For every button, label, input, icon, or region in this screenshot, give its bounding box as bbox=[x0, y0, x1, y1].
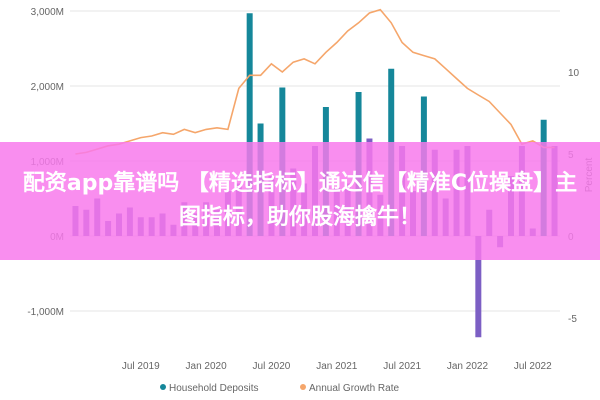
x-tick-label: Jul 2019 bbox=[122, 361, 160, 372]
x-tick-label: Jul 2022 bbox=[514, 361, 552, 372]
legend-label-household-deposits: Household Deposits bbox=[169, 383, 259, 394]
y-left-tick-label: -1,000M bbox=[27, 307, 64, 318]
legend-marker-household-deposits bbox=[160, 384, 166, 390]
x-tick-label: Jan 2022 bbox=[447, 361, 489, 372]
y-left-tick-label: 3,000M bbox=[31, 7, 64, 18]
y-right-tick-label: -5 bbox=[568, 314, 577, 325]
promo-banner-text[interactable]: 配资app靠谱吗 【精选指标】通达信【精准C位操盘】主图指标，助你股海擒牛！ bbox=[22, 171, 578, 230]
legend-label-annual-growth-rate: Annual Growth Rate bbox=[309, 383, 399, 394]
y-right-tick-label: 10 bbox=[568, 68, 580, 79]
bar bbox=[246, 13, 253, 236]
y-left-tick-label: 2,000M bbox=[31, 82, 64, 93]
bar bbox=[475, 236, 482, 338]
growth-rate-line bbox=[75, 8, 555, 155]
x-tick-label: Jul 2021 bbox=[383, 361, 421, 372]
promo-banner[interactable]: 配资app靠谱吗 【精选指标】通达信【精准C位操盘】主图指标，助你股海擒牛！ bbox=[0, 142, 600, 260]
x-tick-label: Jul 2020 bbox=[253, 361, 291, 372]
x-tick-label: Jan 2020 bbox=[186, 361, 228, 372]
x-tick-label: Jan 2021 bbox=[316, 361, 358, 372]
legend-marker-annual-growth-rate bbox=[300, 384, 306, 390]
